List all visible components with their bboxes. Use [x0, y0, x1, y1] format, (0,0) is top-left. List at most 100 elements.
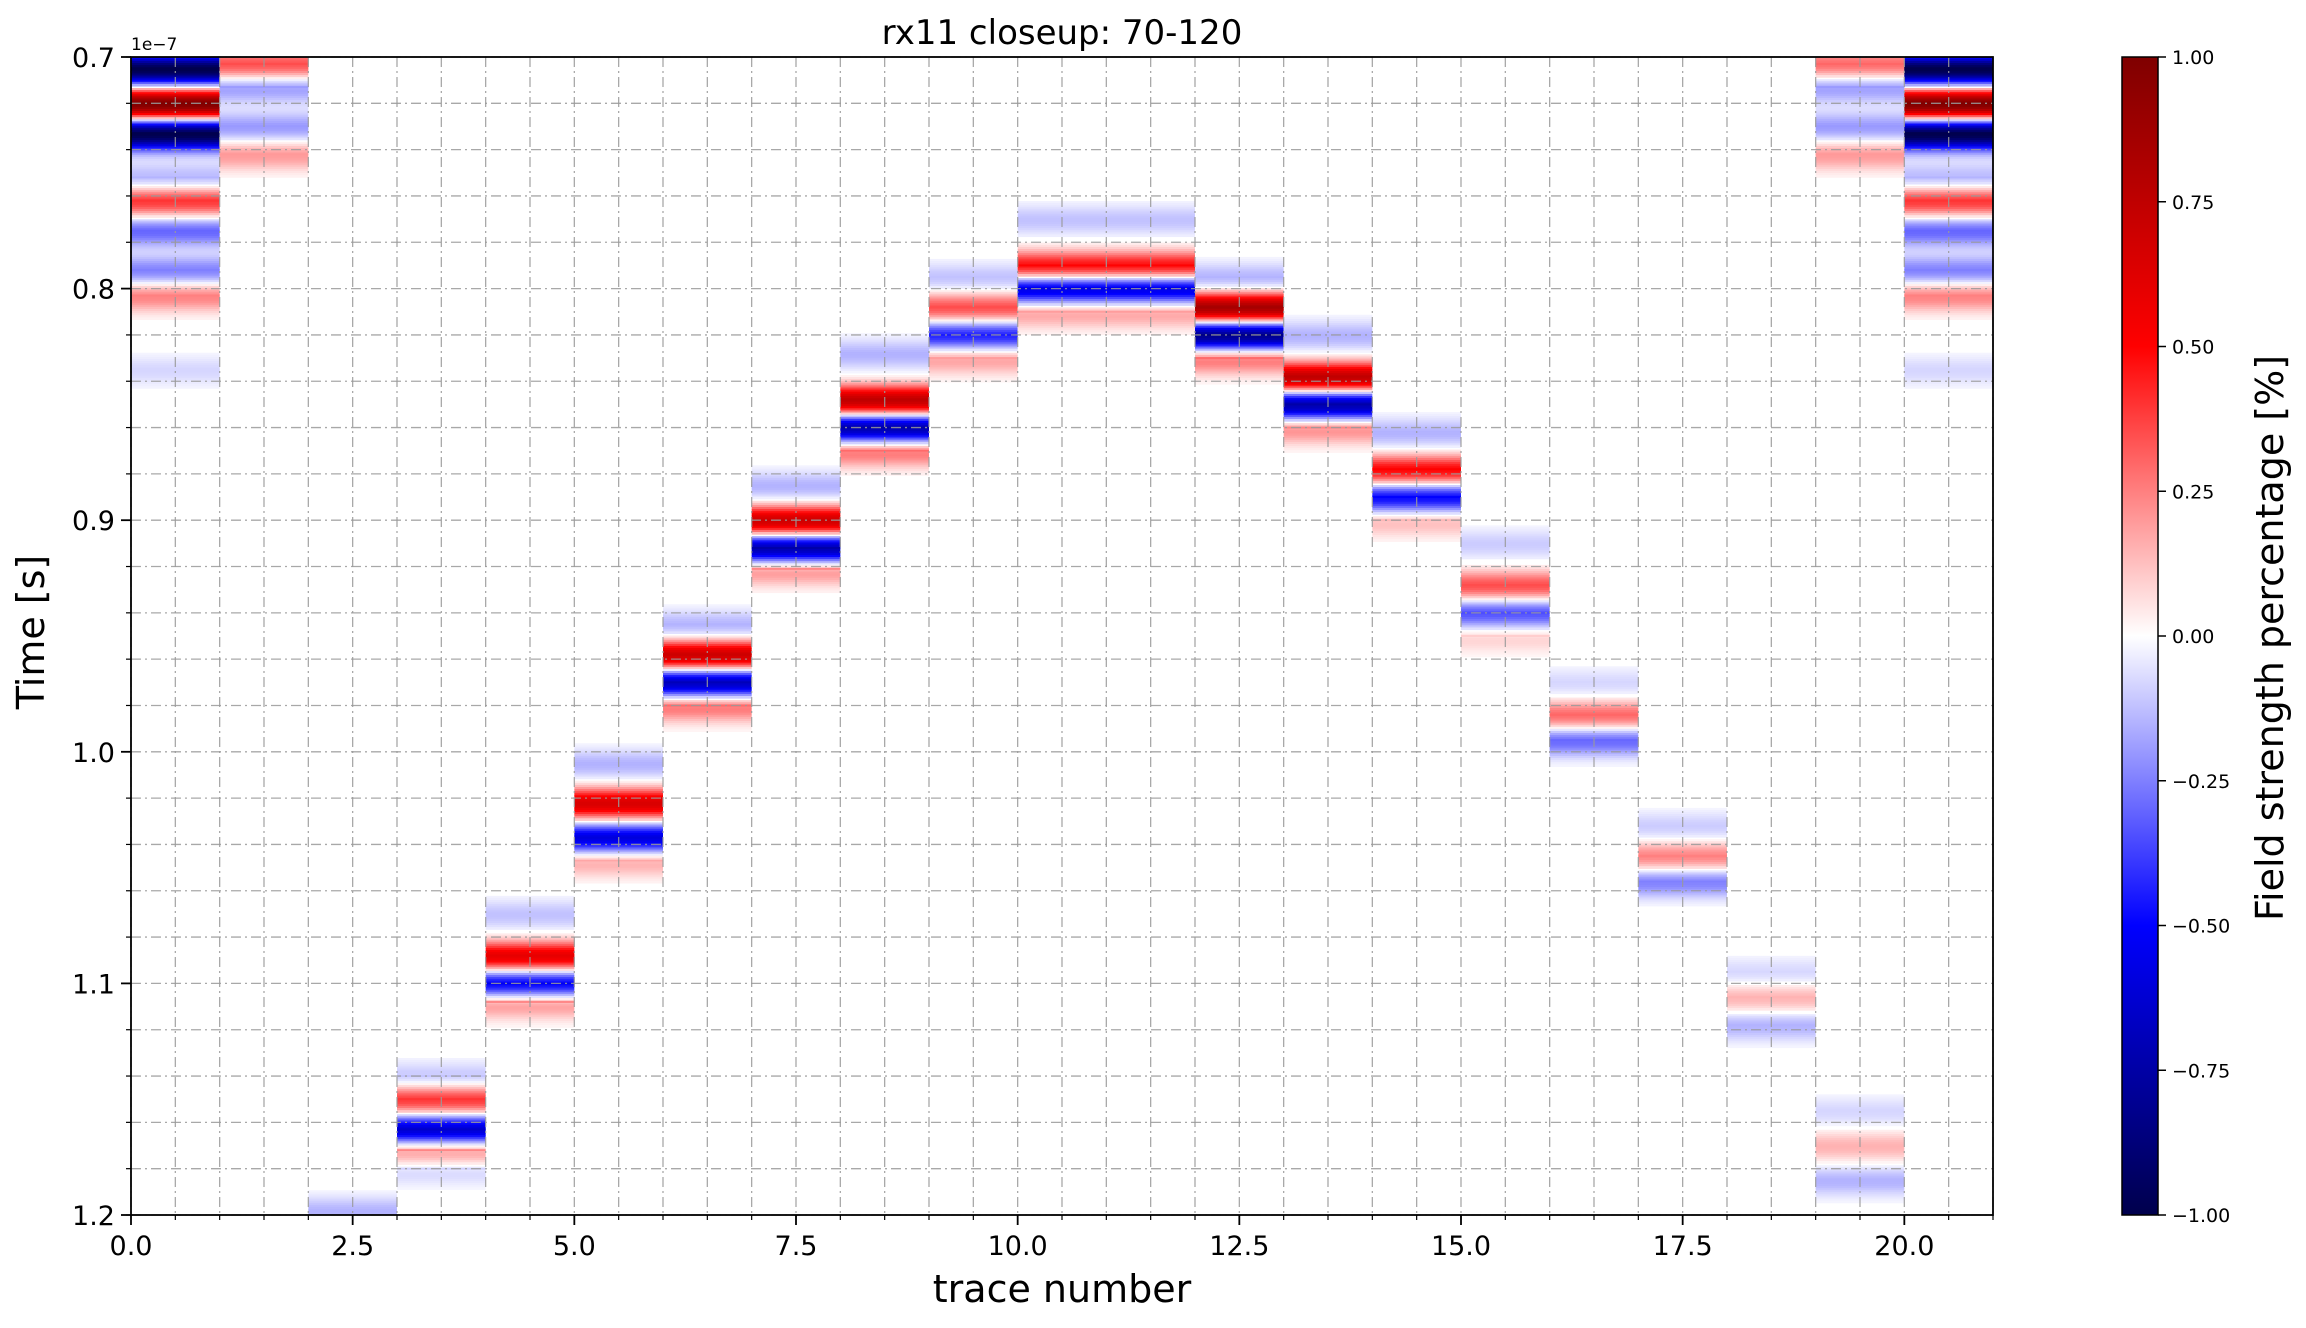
heat-cell — [751, 532, 841, 535]
colorbar-tick-label: 1.00 — [2172, 47, 2214, 69]
heat-cell — [1106, 265, 1195, 269]
heat-cell — [1904, 288, 1993, 291]
heat-cell — [1638, 866, 1727, 869]
heat-cell — [1815, 1133, 1905, 1137]
heat-cell — [1727, 1007, 1816, 1011]
heat-cell — [1195, 288, 1284, 291]
heat-cell — [840, 393, 929, 397]
heat-cell — [131, 115, 220, 118]
band-peak — [219, 153, 309, 156]
heat-cell — [1195, 331, 1284, 335]
heat-cell — [1549, 753, 1639, 757]
heat-cell — [131, 315, 220, 318]
heat-cell — [1549, 668, 1639, 672]
heat-cell — [1904, 88, 1993, 91]
heat-cell — [1549, 674, 1639, 678]
heat-cell — [1816, 44, 1905, 47]
heat-cell — [1904, 252, 1993, 256]
heat-cell — [1283, 448, 1373, 451]
heat-cell — [1372, 512, 1461, 515]
heat-cell — [751, 513, 841, 516]
heat-cell — [1195, 373, 1284, 377]
heat-cell — [929, 367, 1018, 371]
heat-cell — [131, 94, 220, 97]
heat-cell — [663, 614, 752, 618]
heat-cell — [131, 227, 220, 231]
heat-cell — [1017, 248, 1107, 252]
heat-cell — [1815, 133, 1905, 137]
heat-cell — [574, 814, 663, 817]
band-peak — [929, 306, 1018, 309]
heat-cell — [574, 774, 663, 778]
chart-title: rx11 closeup: 70-120 — [882, 13, 1243, 53]
heat-cell — [1017, 267, 1107, 271]
heat-cell — [1461, 529, 1550, 533]
heat-cell — [220, 42, 309, 45]
heat-cell — [308, 1226, 397, 1229]
heat-cell — [1106, 255, 1195, 258]
heat-cell — [1549, 705, 1639, 709]
colorbar-label: Field strength percentage [%] — [2248, 355, 2292, 921]
heat-cell — [1815, 66, 1905, 70]
heat-cell — [1549, 689, 1639, 692]
heat-cell — [219, 91, 309, 95]
heat-cell — [131, 192, 220, 195]
heat-cell — [397, 1133, 486, 1136]
band-peak — [663, 653, 752, 656]
heat-cell — [1372, 449, 1461, 453]
heat-cell — [1372, 432, 1461, 436]
heat-cell — [574, 805, 663, 809]
heat-cell — [131, 306, 220, 310]
heat-cell — [1461, 612, 1550, 616]
heat-cell — [574, 793, 663, 796]
heat-cell — [1904, 254, 1993, 258]
heat-cell — [574, 749, 663, 753]
heat-cell — [1727, 974, 1816, 978]
heat-cell — [1017, 292, 1107, 296]
band-peak — [131, 67, 220, 70]
heat-cell — [1727, 993, 1816, 997]
heat-cell — [1815, 1188, 1905, 1191]
heat-cell — [1815, 135, 1905, 139]
heat-cell — [1195, 313, 1284, 316]
heat-cell — [574, 828, 663, 832]
heat-cell — [219, 166, 309, 170]
y-tick-label: 0.8 — [72, 275, 115, 306]
heat-cell — [1904, 248, 1993, 252]
heat-cell — [1638, 834, 1727, 838]
heat-cell — [1283, 393, 1373, 397]
heat-cell — [840, 347, 929, 351]
heat-cell — [1017, 328, 1107, 331]
y-tick-label: 0.9 — [72, 506, 115, 537]
band-peak — [840, 449, 929, 452]
heat-cell — [1106, 274, 1195, 277]
heat-cell — [397, 1147, 486, 1151]
heat-cell — [131, 313, 220, 316]
heat-cell — [929, 286, 1018, 289]
heat-cell — [1195, 267, 1284, 270]
heat-cell — [663, 693, 752, 697]
heat-cell — [1106, 209, 1195, 213]
heat-cell — [1372, 535, 1461, 538]
heat-cell — [1106, 215, 1195, 219]
heat-cell — [840, 435, 929, 439]
heat-cell — [219, 135, 309, 139]
heat-cell — [1017, 226, 1107, 229]
heat-cell — [663, 675, 752, 678]
heat-cell — [220, 40, 309, 43]
heat-cell — [1461, 591, 1550, 595]
heat-cell — [219, 129, 309, 132]
heat-cell — [840, 374, 929, 378]
heat-cell — [1904, 108, 1993, 112]
heat-cell — [1372, 474, 1461, 478]
heat-cell — [1904, 313, 1993, 316]
heat-cell — [840, 387, 929, 391]
heat-cell — [131, 288, 220, 291]
heat-cell — [574, 772, 663, 776]
heat-cell — [485, 993, 575, 997]
band-peak — [1904, 294, 1993, 297]
heat-cell — [1815, 87, 1905, 91]
heat-cell — [131, 292, 220, 295]
heat-cell — [220, 46, 309, 49]
heat-cell — [1017, 228, 1107, 231]
